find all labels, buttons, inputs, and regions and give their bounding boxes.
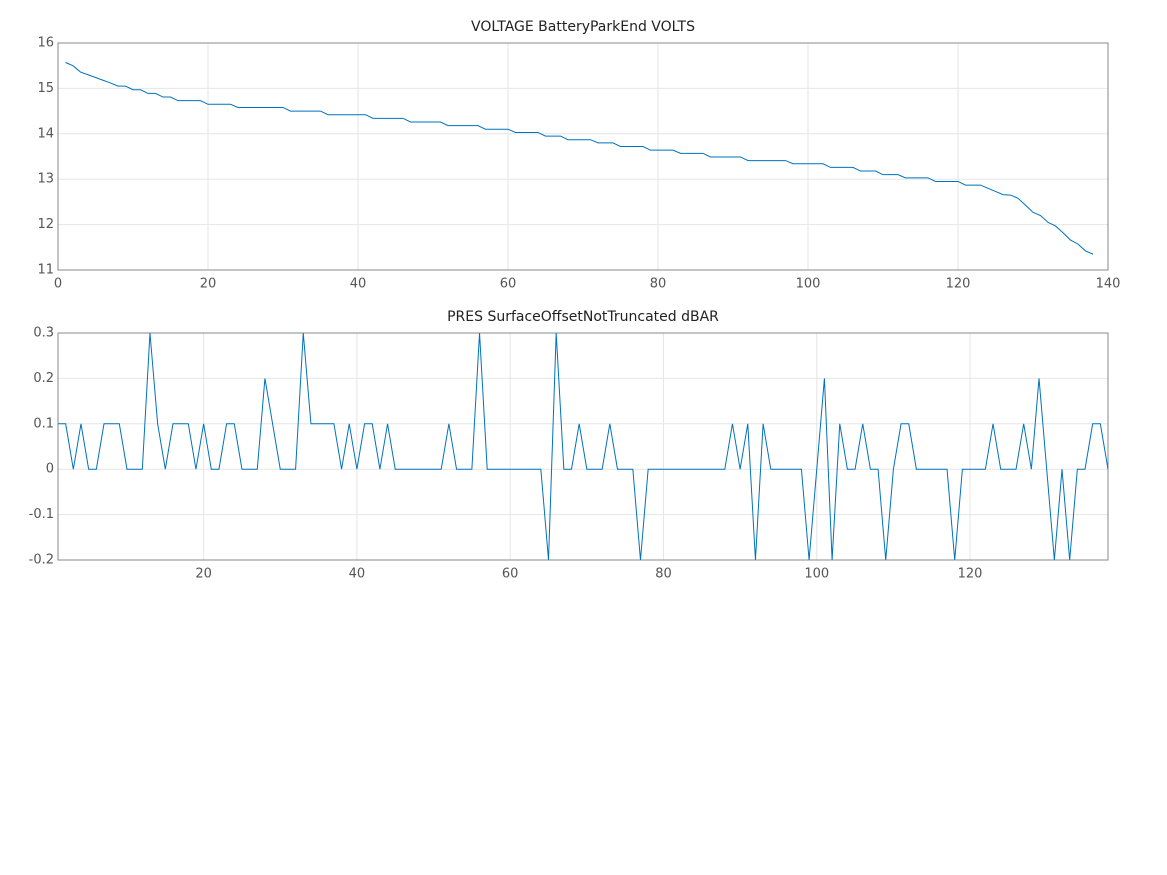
- plot-frame: [57, 332, 1109, 561]
- x-tick-label: 20: [195, 567, 212, 582]
- x-tick-label: 100: [804, 567, 829, 582]
- y-tick-label: 11: [37, 263, 54, 278]
- y-tick-label: 0.3: [33, 326, 54, 341]
- y-tick-label: 15: [37, 81, 54, 96]
- y-tick-label: -0.1: [29, 507, 54, 522]
- data-line: [65, 62, 1094, 255]
- data-line: [58, 332, 1109, 561]
- y-tick-label: 0.1: [33, 416, 54, 431]
- x-tick-label: 120: [958, 567, 983, 582]
- x-tick-label: 20: [200, 277, 217, 292]
- plot-frame: [57, 42, 1109, 271]
- y-tick-label: 12: [37, 217, 54, 232]
- y-tick-label: 14: [37, 126, 54, 141]
- x-tick-label: 140: [1096, 277, 1121, 292]
- y-tick-label: 0.2: [33, 371, 54, 386]
- x-tick-label: 0: [54, 277, 62, 292]
- y-tick-label: 0: [46, 462, 54, 477]
- x-tick-label: 40: [350, 277, 367, 292]
- x-tick-label: 60: [500, 277, 517, 292]
- x-tick-label: 80: [655, 567, 672, 582]
- y-tick-label: -0.2: [29, 553, 54, 568]
- x-tick-label: 40: [349, 567, 366, 582]
- chart-title: VOLTAGE BatteryParkEnd VOLTS: [471, 19, 695, 35]
- x-tick-label: 100: [796, 277, 821, 292]
- y-tick-label: 13: [37, 172, 54, 187]
- x-tick-label: 60: [502, 567, 519, 582]
- x-tick-label: 80: [650, 277, 667, 292]
- x-tick-label: 120: [946, 277, 971, 292]
- chart-title: PRES SurfaceOffsetNotTruncated dBAR: [447, 309, 719, 325]
- y-tick-label: 16: [37, 36, 54, 51]
